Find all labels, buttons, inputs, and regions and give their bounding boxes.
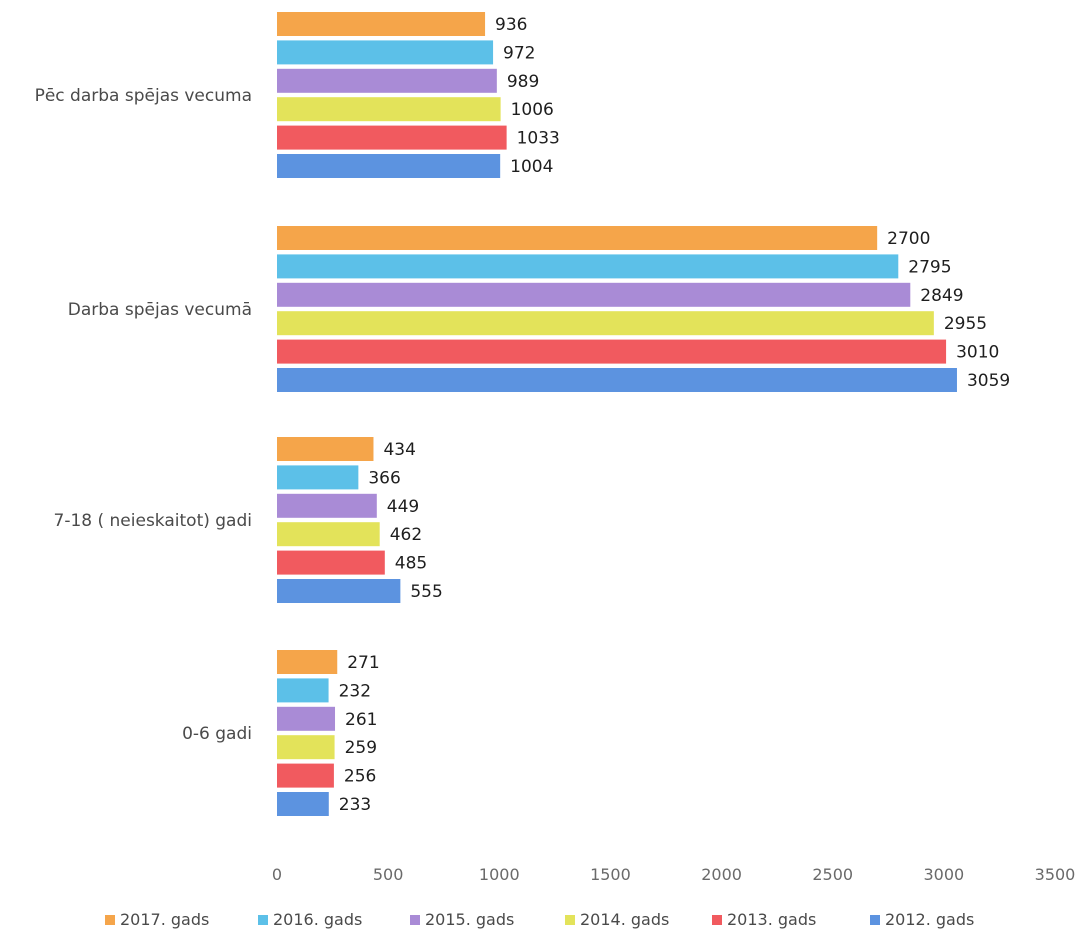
legend-label-2015-gads: 2015. gads [425,910,514,929]
value-label-2012-gads-cat-3: 233 [339,795,371,815]
value-label-2015-gads-cat-1: 2849 [920,286,963,306]
value-label-2014-gads-cat-1: 2955 [944,314,987,334]
category-label-1: Darba spējas vecumā [68,300,252,320]
legend: 2017. gads 2016. gads 2015. gads 2014. gads… [105,910,974,929]
bar-2017-gads-cat-0 [277,12,486,36]
legend-swatch-2014-gads [565,915,575,925]
bar-2013-gads-cat-3 [277,763,334,788]
value-label-2015-gads-cat-2: 449 [387,497,419,517]
bar-2014-gads-cat-0 [277,97,501,122]
value-label-2016-gads-cat-3: 232 [339,681,371,701]
value-label-2012-gads-cat-2: 555 [410,582,442,602]
x-axis-ticks: 0 500 1000 1500 2000 2500 3000 3500 [272,865,1075,884]
value-label-2017-gads-cat-2: 434 [383,440,415,460]
x-tick-label-5: 2500 [812,865,853,884]
legend-swatch-2017-gads [105,915,115,925]
value-label-2014-gads-cat-0: 1006 [511,100,554,120]
bar-2012-gads-cat-0 [277,154,501,178]
bar-2016-gads-cat-1 [277,254,899,279]
bars-group [277,12,957,816]
bar-2013-gads-cat-1 [277,339,947,364]
x-tick-label-4: 2000 [701,865,742,884]
legend-label-2014-gads: 2014. gads [580,910,669,929]
legend-label-2013-gads: 2013. gads [727,910,816,929]
bar-2017-gads-cat-1 [277,226,878,250]
bar-2016-gads-cat-0 [277,40,494,65]
x-tick-label-1: 500 [373,865,404,884]
legend-swatch-2016-gads [258,915,268,925]
x-tick-label-7: 3500 [1035,865,1076,884]
legend-swatch-2015-gads [410,915,420,925]
bar-2015-gads-cat-0 [277,68,497,93]
bar-2012-gads-cat-1 [277,368,957,392]
category-labels-group: Pēc darba spējas vecuma Darba spējas vecu… [35,86,252,744]
value-label-2012-gads-cat-0: 1004 [510,157,553,177]
bar-2012-gads-cat-2 [277,579,401,603]
bar-2017-gads-cat-2 [277,437,374,461]
value-label-2016-gads-cat-1: 2795 [908,257,951,277]
value-labels-group: 936 972 989 1006 1033 1004 2700 2795 2849 2955 301… [339,15,1011,815]
x-tick-label-3: 1500 [590,865,631,884]
legend-label-2017-gads: 2017. gads [120,910,209,929]
bar-2014-gads-cat-1 [277,311,934,336]
bar-2016-gads-cat-2 [277,465,359,490]
bar-2016-gads-cat-3 [277,678,329,703]
category-label-2: 7-18 ( neieskaitot) gadi [54,511,252,531]
value-label-2012-gads-cat-1: 3059 [967,371,1010,391]
bar-2014-gads-cat-3 [277,735,335,760]
value-label-2015-gads-cat-0: 989 [507,72,539,92]
legend-label-2012-gads: 2012. gads [885,910,974,929]
legend-swatch-2012-gads [870,915,880,925]
value-label-2017-gads-cat-1: 2700 [887,229,930,249]
bar-2017-gads-cat-3 [277,650,338,674]
bar-2015-gads-cat-2 [277,493,377,518]
value-label-2013-gads-cat-0: 1033 [517,129,560,149]
value-label-2017-gads-cat-0: 936 [495,15,527,35]
category-label-3: 0-6 gadi [182,724,252,744]
x-tick-label-6: 3000 [923,865,964,884]
bar-2015-gads-cat-3 [277,706,336,731]
bar-2013-gads-cat-0 [277,125,507,150]
value-label-2014-gads-cat-3: 259 [345,738,377,758]
x-tick-label-0: 0 [272,865,282,884]
value-label-2014-gads-cat-2: 462 [390,525,422,545]
value-label-2013-gads-cat-3: 256 [344,767,376,787]
bar-2012-gads-cat-3 [277,792,329,816]
bar-2015-gads-cat-1 [277,282,911,307]
bar-2014-gads-cat-2 [277,522,380,547]
legend-label-2016-gads: 2016. gads [273,910,362,929]
bar-2013-gads-cat-2 [277,550,385,575]
legend-swatch-2013-gads [712,915,722,925]
value-label-2013-gads-cat-2: 485 [395,554,427,574]
value-label-2013-gads-cat-1: 3010 [956,343,999,363]
category-label-0: Pēc darba spējas vecuma [35,86,252,106]
value-label-2015-gads-cat-3: 261 [345,710,377,730]
value-label-2016-gads-cat-0: 972 [503,43,535,63]
value-label-2016-gads-cat-2: 366 [368,468,400,488]
value-label-2017-gads-cat-3: 271 [347,653,379,673]
x-tick-label-2: 1000 [479,865,520,884]
